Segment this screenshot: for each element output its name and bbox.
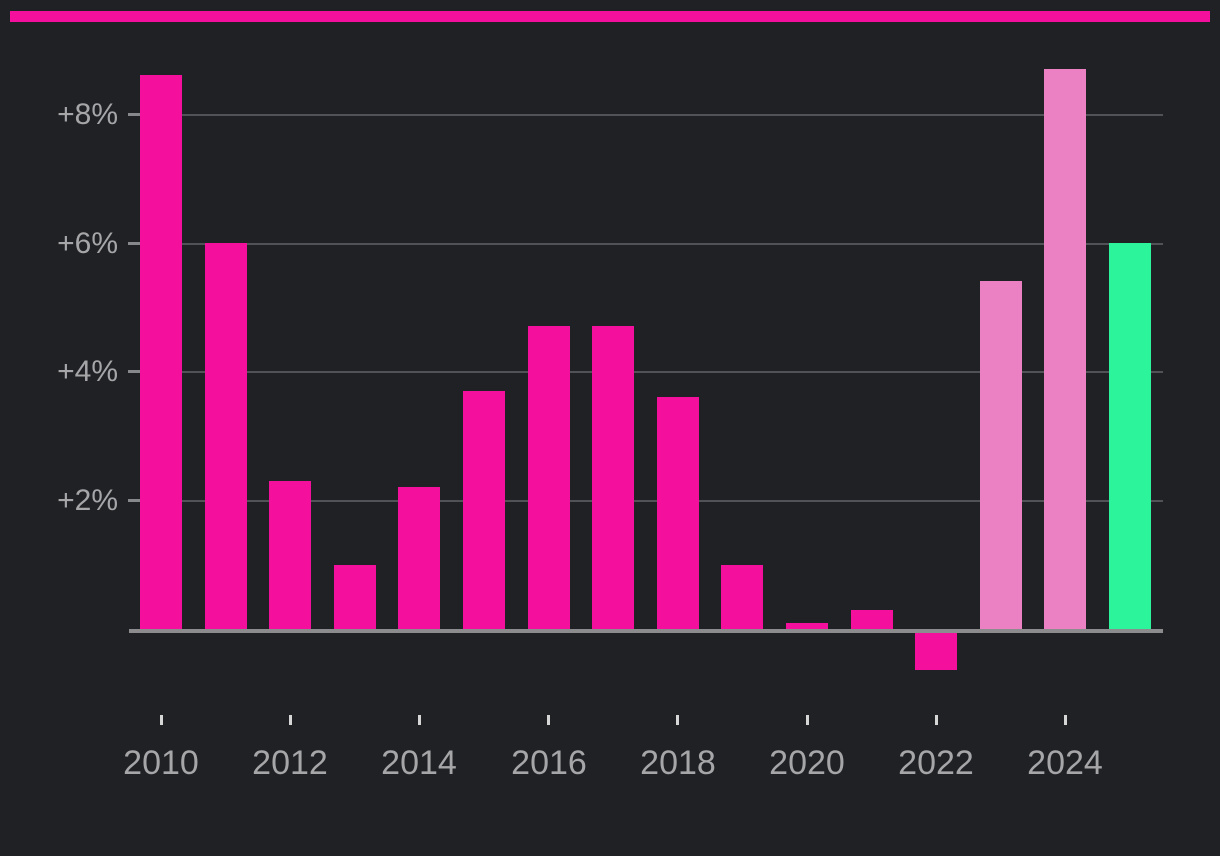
y-axis-label: +2% bbox=[57, 484, 118, 517]
y-axis-label: +4% bbox=[57, 355, 118, 388]
y-axis-tick bbox=[128, 242, 141, 245]
bar-2019 bbox=[721, 565, 763, 629]
bar-2016 bbox=[528, 326, 570, 629]
x-axis-label: 2010 bbox=[123, 744, 199, 782]
x-axis-tick bbox=[418, 715, 421, 725]
gridline bbox=[128, 500, 1163, 502]
y-axis-tick bbox=[128, 113, 141, 116]
x-axis-tick bbox=[547, 715, 550, 725]
bar-2024 bbox=[1044, 69, 1086, 629]
y-axis-label: +6% bbox=[57, 227, 118, 260]
x-axis-tick bbox=[806, 715, 809, 725]
x-axis-label: 2014 bbox=[381, 744, 457, 782]
x-axis-label: 2012 bbox=[252, 744, 328, 782]
bar-2025 bbox=[1109, 243, 1151, 629]
bar-2017 bbox=[592, 326, 634, 629]
bar-2012 bbox=[269, 481, 311, 629]
bar-2021 bbox=[851, 610, 893, 629]
bar-2015 bbox=[463, 391, 505, 629]
bar-2010 bbox=[140, 75, 182, 629]
bar-2022 bbox=[915, 633, 957, 670]
x-axis-tick bbox=[935, 715, 938, 725]
x-axis-tick bbox=[676, 715, 679, 725]
gridline bbox=[128, 371, 1163, 373]
x-axis-label: 2024 bbox=[1027, 744, 1103, 782]
bar-2014 bbox=[398, 487, 440, 629]
y-axis-tick bbox=[128, 499, 141, 502]
gridline bbox=[128, 114, 1163, 116]
x-axis-label: 2016 bbox=[511, 744, 587, 782]
bar-2013 bbox=[334, 565, 376, 629]
bar-2018 bbox=[657, 397, 699, 629]
bar-2020 bbox=[786, 623, 828, 629]
x-axis-tick bbox=[160, 715, 163, 725]
x-axis-tick bbox=[289, 715, 292, 725]
x-axis-line bbox=[129, 629, 1163, 633]
gridline bbox=[128, 243, 1163, 245]
bar-2011 bbox=[205, 243, 247, 629]
x-axis-label: 2020 bbox=[769, 744, 845, 782]
x-axis-tick bbox=[1064, 715, 1067, 725]
x-axis-label: 2018 bbox=[640, 744, 716, 782]
accent-stripe bbox=[10, 11, 1210, 22]
bar-2023 bbox=[980, 281, 1022, 629]
y-axis-label: +8% bbox=[57, 98, 118, 131]
y-axis-tick bbox=[128, 370, 141, 373]
x-axis-label: 2022 bbox=[898, 744, 974, 782]
